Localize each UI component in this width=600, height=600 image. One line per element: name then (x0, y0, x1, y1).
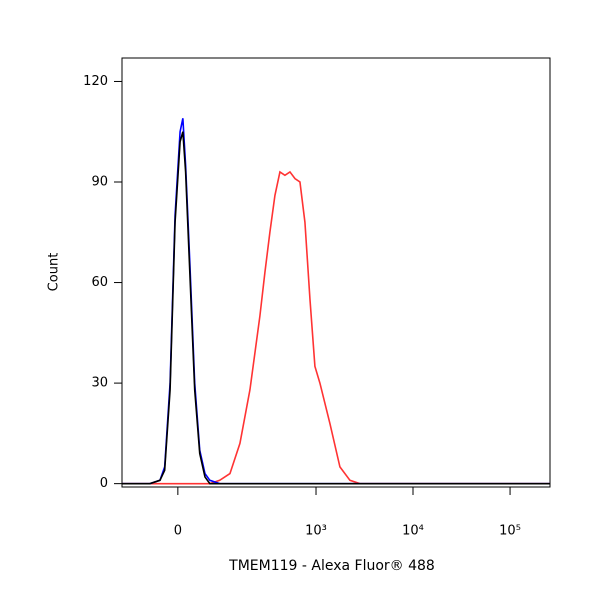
histogram-line (122, 131, 550, 485)
histogram-line (122, 170, 550, 485)
x-axis-label: TMEM119 - Alexa Fluor® 488 (228, 558, 435, 574)
x-tick-label: 10³ (305, 524, 327, 539)
x-tick-label: 0 (174, 524, 182, 539)
x-tick-label: 10⁵ (499, 524, 521, 539)
y-tick-label: 0 (100, 476, 108, 491)
y-axis-label: Count (47, 253, 62, 292)
y-tick-label: 120 (83, 74, 108, 89)
y-tick-label: 30 (91, 376, 108, 391)
plot-frame (121, 57, 551, 488)
x-tick-label: 10⁴ (402, 524, 424, 539)
y-tick-label: 90 (91, 175, 108, 190)
y-tick-label: 60 (91, 275, 108, 290)
